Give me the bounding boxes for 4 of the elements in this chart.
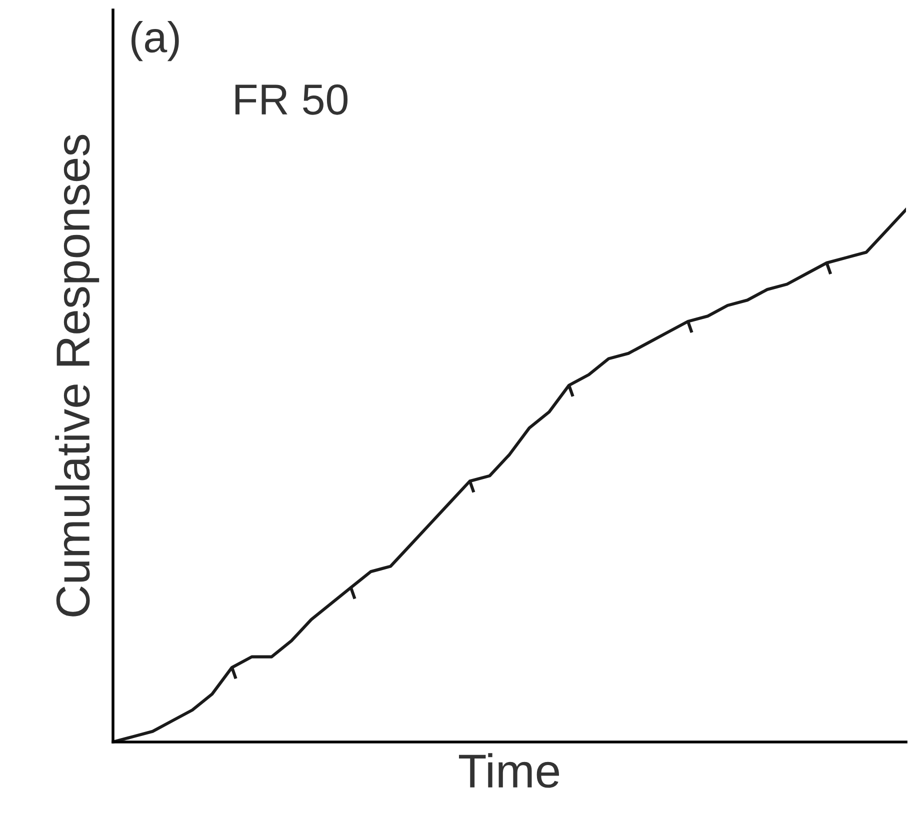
x-axis-title: Time (458, 753, 559, 788)
y-axis-title: Cumulative Responses (55, 134, 100, 616)
text: (a) (132, 20, 179, 62)
text: FR 50 (235, 84, 348, 115)
